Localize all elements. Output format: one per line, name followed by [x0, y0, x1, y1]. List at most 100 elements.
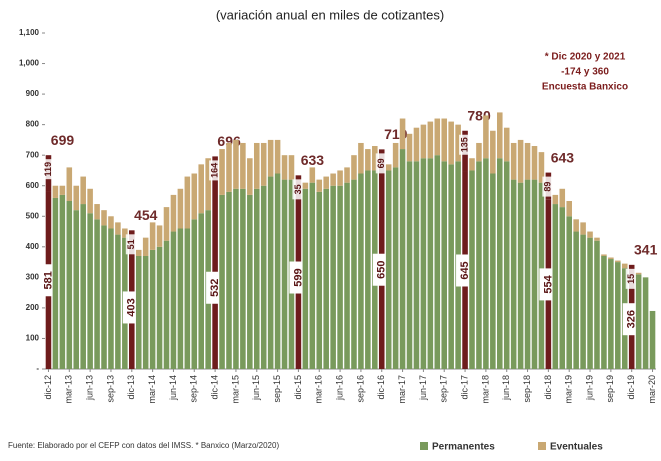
x-tick-label: mar-16 [314, 375, 324, 404]
bar-segment [73, 210, 80, 369]
bar-segment [476, 142, 482, 162]
bar-segment [434, 155, 441, 369]
bar-segment [233, 139, 239, 189]
bar-segment [448, 164, 454, 369]
x-tick-label: dic-18 [543, 375, 553, 400]
bar-segment [552, 204, 559, 369]
bar-segment [267, 139, 274, 177]
data-label: 164 [209, 163, 219, 178]
bar-segment [191, 173, 198, 220]
bar-segment [490, 173, 496, 369]
bar-segment [253, 142, 260, 189]
bar-segment [260, 142, 267, 186]
bar-segment [233, 188, 239, 369]
bar-segment [476, 161, 482, 369]
data-label: 650 [376, 261, 388, 279]
x-tick-label: jun-15 [251, 375, 261, 401]
bar-segment [608, 257, 614, 260]
bar-segment [587, 237, 593, 369]
total-label: 643 [551, 149, 575, 165]
data-label: 51 [126, 239, 136, 249]
bar-segment [191, 219, 198, 369]
bar-segment [566, 201, 572, 217]
bar-segment [177, 228, 184, 369]
x-tick-label: dic-13 [126, 375, 136, 400]
bar-segment [406, 133, 413, 162]
label-box [542, 176, 555, 197]
x-tick-label: mar-18 [480, 375, 490, 404]
bar-segment [240, 142, 246, 189]
bar-segment [198, 164, 204, 214]
bar-segment [142, 237, 149, 256]
bar-segment [497, 112, 503, 159]
bar-segment [413, 127, 420, 162]
bar-segment [66, 167, 73, 201]
bar-segment [135, 255, 142, 369]
bar-segment [420, 158, 427, 369]
total-label: 341 [634, 242, 658, 258]
bar-segment [566, 216, 572, 369]
bar-segment [490, 130, 496, 174]
bar-segment [59, 185, 66, 195]
bar-segment [198, 213, 204, 369]
bar-segment [635, 272, 642, 275]
legend-swatch [420, 442, 428, 450]
y-tick-label: 800 [26, 120, 40, 129]
x-tick-label: mar-13 [64, 375, 74, 404]
y-tick-label: 900 [26, 89, 40, 98]
bar-segment [351, 179, 357, 369]
bar-segment [80, 204, 86, 369]
bar-segment [101, 210, 107, 226]
bar-segment [87, 213, 93, 369]
bar-segment [135, 249, 142, 256]
bar-segment [538, 152, 545, 183]
x-tick-label: mar-19 [564, 375, 574, 404]
x-tick-label: mar-20 [647, 375, 657, 404]
bar-segment [399, 149, 406, 369]
bar-segment [358, 142, 364, 174]
label-box [625, 268, 638, 289]
data-label: 89 [543, 182, 553, 192]
bar-segment [302, 188, 309, 369]
x-tick-label: jun-14 [168, 375, 178, 401]
bar-segment [247, 194, 253, 369]
bar-segment [615, 260, 621, 263]
data-label: 15 [626, 274, 636, 284]
bar-segment [517, 139, 524, 183]
bar-segment [406, 161, 413, 369]
bar-segment [66, 201, 73, 369]
label-box [375, 153, 388, 174]
bar-segment [344, 167, 350, 183]
bar-segment [156, 225, 163, 247]
bar-segment [385, 164, 392, 171]
total-label: 699 [51, 132, 75, 148]
bar-segment [226, 142, 232, 192]
x-tick-label: dic-12 [43, 375, 53, 400]
bar-segment [73, 185, 80, 211]
source: Fuente: Elaborado por el CEFP con datos … [8, 441, 279, 450]
x-tick-label: sep-14 [189, 375, 199, 403]
y-tick-label: 300 [26, 272, 40, 281]
bar-segment [594, 240, 600, 369]
bar-segment [115, 234, 121, 369]
x-tick-label: sep-16 [355, 375, 365, 403]
bar-segment [524, 142, 531, 180]
x-tick-label: jun-13 [85, 375, 95, 401]
data-label: 532 [209, 279, 221, 297]
label-box [42, 159, 55, 180]
bar-segment [288, 155, 295, 180]
bar-segment [142, 255, 149, 369]
bar-segment [94, 219, 100, 369]
bar-segment [149, 249, 156, 369]
bar-segment [552, 194, 559, 205]
bar-segment [184, 228, 191, 369]
bar-segment [344, 182, 350, 369]
bar-segment [247, 158, 253, 195]
bar-segment [510, 142, 517, 180]
bar-segment [309, 167, 316, 183]
bar-segment [441, 118, 448, 162]
data-label: 599 [292, 268, 304, 286]
y-tick-label: 100 [26, 334, 40, 343]
bar-segment [365, 149, 371, 171]
bar-segment [302, 182, 309, 189]
